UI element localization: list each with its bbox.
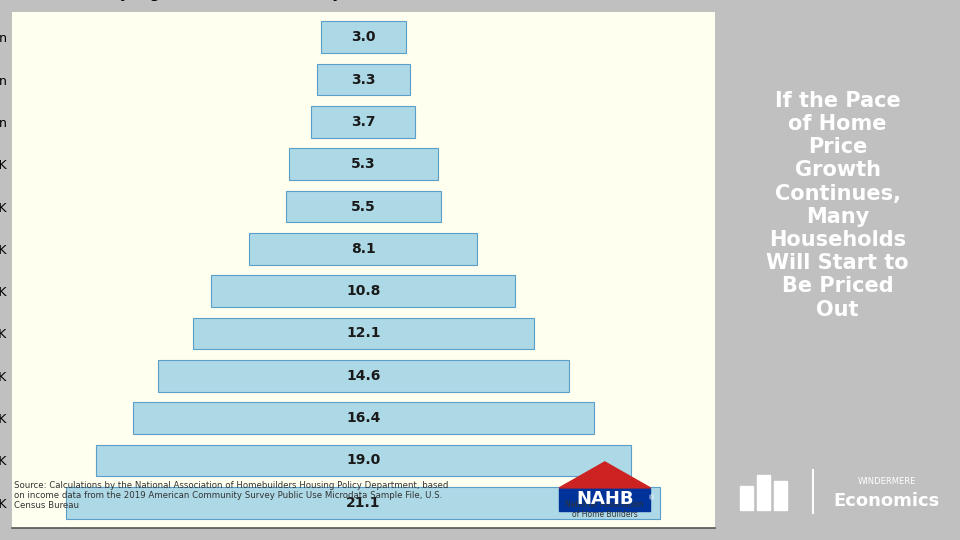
Bar xyxy=(311,106,416,138)
Bar xyxy=(66,487,660,518)
Text: Economics: Economics xyxy=(833,492,940,510)
Bar xyxy=(289,148,438,180)
Bar xyxy=(317,64,410,96)
FancyBboxPatch shape xyxy=(774,481,787,510)
Bar xyxy=(96,444,631,476)
Text: WINDERMERE: WINDERMERE xyxy=(857,477,916,486)
Text: 3.3: 3.3 xyxy=(351,72,375,86)
Text: 21.1: 21.1 xyxy=(347,496,380,510)
Bar xyxy=(286,191,441,222)
Bar xyxy=(322,22,405,53)
FancyBboxPatch shape xyxy=(740,486,754,510)
Text: NAHB: NAHB xyxy=(576,490,634,509)
Text: National Association
of Home Builders: National Association of Home Builders xyxy=(565,500,644,519)
Bar xyxy=(211,275,516,307)
Text: 8.1: 8.1 xyxy=(351,242,375,256)
Bar xyxy=(250,233,477,265)
FancyBboxPatch shape xyxy=(559,488,651,511)
Bar xyxy=(132,402,594,434)
Text: 5.3: 5.3 xyxy=(351,157,375,171)
Bar xyxy=(193,318,534,349)
Title: Figure 1. US Households (in Millions)
by Highest Priced Home They Can Afford Bas: Figure 1. US Households (in Millions) by… xyxy=(109,0,617,1)
Polygon shape xyxy=(559,462,651,488)
Text: 12.1: 12.1 xyxy=(347,327,380,341)
Text: 19.0: 19.0 xyxy=(347,454,380,468)
Text: 3.0: 3.0 xyxy=(351,30,375,44)
Text: If the Pace
of Home
Price
Growth
Continues,
Many
Households
Will Start to
Be Pri: If the Pace of Home Price Growth Continu… xyxy=(766,91,909,320)
Text: 3.7: 3.7 xyxy=(351,115,375,129)
Bar xyxy=(157,360,569,392)
Text: 5.5: 5.5 xyxy=(351,199,375,213)
Text: 14.6: 14.6 xyxy=(347,369,380,383)
Text: ®: ® xyxy=(648,495,655,502)
Text: 10.8: 10.8 xyxy=(347,284,380,298)
Text: 16.4: 16.4 xyxy=(347,411,380,425)
Text: Source: Calculations by the National Association of Homebuilders Housing Policy : Source: Calculations by the National Ass… xyxy=(14,481,448,510)
FancyBboxPatch shape xyxy=(756,475,770,510)
